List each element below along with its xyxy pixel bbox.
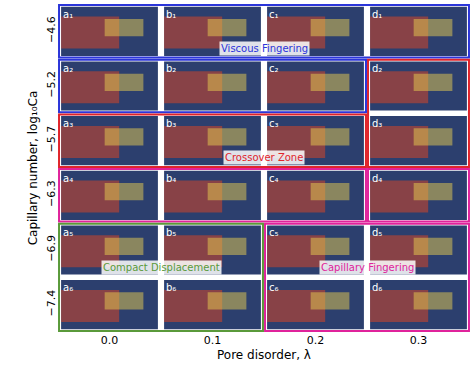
svg-text:−6.3: −6.3 (45, 180, 58, 207)
svg-text:a₃: a₃ (63, 118, 73, 129)
svg-text:−6.9: −6.9 (45, 235, 58, 262)
svg-text:a₂: a₂ (63, 63, 73, 74)
svg-text:b₁: b₁ (166, 9, 176, 20)
svg-text:0.1: 0.1 (204, 334, 222, 347)
svg-text:Capillary Fingering: Capillary Fingering (321, 262, 414, 273)
svg-text:d₁: d₁ (372, 9, 382, 20)
svg-text:d₅: d₅ (372, 227, 382, 238)
svg-text:c₃: c₃ (269, 118, 279, 129)
svg-text:Pore disorder, λ: Pore disorder, λ (217, 348, 311, 362)
svg-text:c₂: c₂ (269, 63, 279, 74)
svg-text:c₄: c₄ (269, 173, 279, 184)
svg-text:c₁: c₁ (269, 9, 279, 20)
svg-text:−4.6: −4.6 (45, 16, 58, 43)
svg-text:−7.4: −7.4 (45, 290, 58, 317)
svg-text:d₆: d₆ (372, 282, 382, 293)
svg-text:Viscous Fingering: Viscous Fingering (221, 43, 308, 54)
svg-text:Compact Displacement: Compact Displacement (103, 262, 220, 273)
svg-text:0.3: 0.3 (410, 334, 428, 347)
svg-text:b₄: b₄ (166, 173, 176, 184)
svg-text:Crossover Zone: Crossover Zone (225, 152, 303, 163)
svg-text:−5.7: −5.7 (45, 126, 58, 153)
svg-text:a₁: a₁ (63, 9, 73, 20)
svg-text:a₄: a₄ (63, 173, 73, 184)
svg-text:−5.2: −5.2 (45, 71, 58, 98)
svg-text:b₅: b₅ (166, 227, 176, 238)
svg-text:0.2: 0.2 (307, 334, 325, 347)
svg-text:d₃: d₃ (372, 118, 382, 129)
svg-text:d₄: d₄ (372, 173, 382, 184)
svg-text:a₆: a₆ (63, 282, 73, 293)
svg-text:b₃: b₃ (166, 118, 176, 129)
svg-text:Capillary number, log₁₀Ca: Capillary number, log₁₀Ca (26, 91, 40, 246)
svg-text:c₆: c₆ (269, 282, 279, 293)
svg-text:b₆: b₆ (166, 282, 176, 293)
svg-text:0.0: 0.0 (101, 334, 119, 347)
svg-text:b₂: b₂ (166, 63, 176, 74)
svg-text:a₅: a₅ (63, 227, 73, 238)
svg-text:d₂: d₂ (372, 63, 382, 74)
svg-text:c₅: c₅ (269, 227, 279, 238)
